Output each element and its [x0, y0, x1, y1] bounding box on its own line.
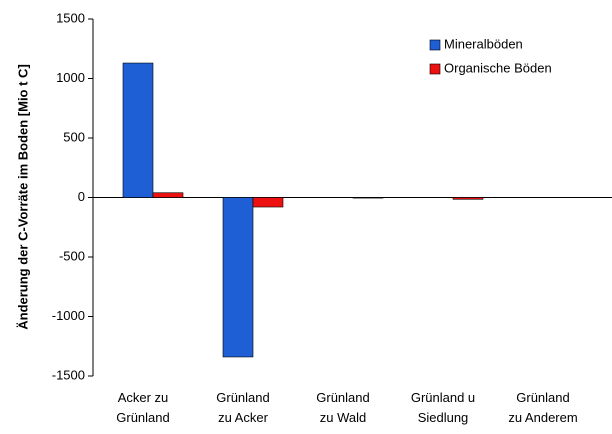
bar [452, 197, 484, 200]
bar [222, 197, 254, 358]
x-tick-label: Acker zu Grünland [116, 390, 170, 425]
y-axis-label: Änderung der C-Vorräte im Boden [Mio t C… [15, 64, 30, 330]
y-tick-label: 1000 [56, 70, 85, 85]
legend-swatch [429, 63, 441, 75]
y-tick-label: -1500 [52, 367, 85, 382]
bar [352, 197, 384, 199]
y-tick-label: 500 [63, 129, 85, 144]
bar [252, 197, 284, 208]
y-tick-label: 0 [78, 189, 85, 204]
legend-swatch [429, 39, 441, 51]
x-tick-label: Grünland u Siedlung [410, 390, 476, 425]
legend-label: Organische Böden [444, 60, 552, 75]
y-tick-label: -500 [59, 248, 85, 263]
bar [152, 192, 184, 198]
x-tick-label: Grünland zu Acker [216, 390, 270, 425]
x-tick-label: Grünland zu Wald [316, 390, 370, 425]
x-tick-label: Grünland zu Anderem [508, 390, 578, 425]
y-tick-label: 1500 [56, 10, 85, 25]
legend-label: Mineralböden [444, 36, 523, 51]
bar [122, 62, 154, 198]
y-tick-label: -1000 [52, 308, 85, 323]
